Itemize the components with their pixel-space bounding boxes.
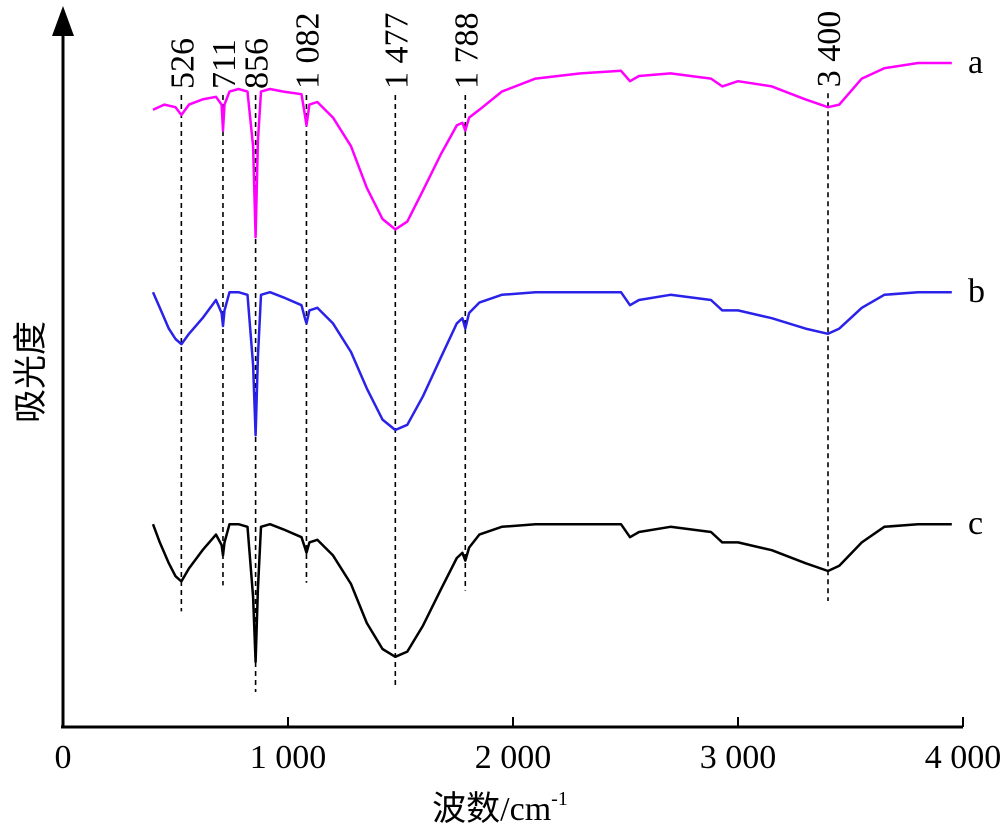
series-label-c: c — [968, 505, 983, 542]
series-label-a: a — [968, 44, 983, 81]
series-line-c — [151, 522, 952, 664]
peak-marker-lines — [180, 93, 829, 692]
peak-label-856: 856 — [239, 38, 276, 89]
x-tick-label: 4 000 — [925, 739, 1000, 776]
peak-label-1082: 1 082 — [289, 13, 326, 90]
peak-label-1477: 1 477 — [378, 13, 415, 90]
y-axis-arrowhead — [52, 6, 74, 36]
x-axis-label: 波数/cm-1 — [432, 788, 568, 828]
x-tick-label: 2 000 — [475, 739, 552, 776]
x-tick-label: 1 000 — [250, 739, 327, 776]
series-label-b: b — [968, 273, 985, 310]
series-line-b — [151, 290, 952, 437]
peak-label-3400: 3 400 — [811, 11, 848, 88]
peak-label-526: 526 — [164, 38, 201, 89]
peak-label-711: 711 — [206, 39, 243, 89]
x-tick-label: 0 — [55, 739, 72, 776]
series-lines — [151, 61, 952, 664]
peak-label-1788: 1 788 — [448, 13, 485, 90]
series-labels: a b c — [968, 44, 985, 542]
y-axis-label: 吸光度 — [12, 321, 50, 423]
x-axis-label-superscript: -1 — [551, 788, 568, 810]
axes — [52, 6, 963, 729]
x-tick-label: 3 000 — [700, 739, 777, 776]
series-line-a — [152, 61, 952, 239]
x-axis-ticks: 0 1 000 2 000 3 000 4 000 — [55, 717, 1000, 776]
